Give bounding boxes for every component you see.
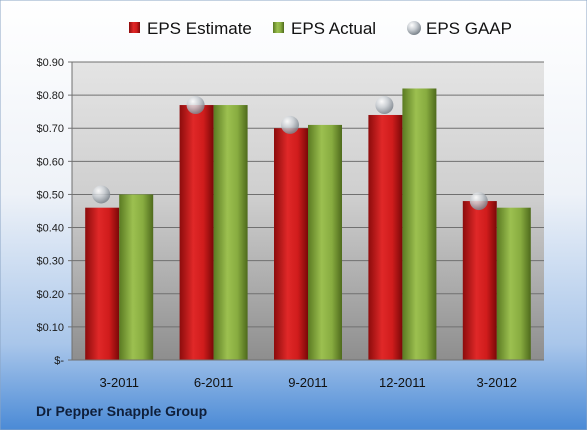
bars — [85, 88, 531, 361]
bar-eps-actual — [402, 88, 437, 360]
legend-swatch — [407, 21, 421, 35]
bar-eps-estimate — [368, 114, 403, 360]
y-tick-label: $0.90 — [36, 57, 64, 69]
y-tick-label: $0.80 — [36, 90, 64, 102]
bar-eps-actual — [119, 194, 154, 360]
marker-eps-gaap — [186, 96, 205, 115]
y-tick-label: $0.20 — [36, 289, 64, 301]
marker-eps-gaap — [375, 96, 394, 115]
legend-swatch — [129, 22, 140, 33]
y-tick-label: $0.40 — [36, 223, 64, 235]
bar-eps-actual — [308, 124, 342, 361]
legend-label: EPS Actual — [291, 19, 376, 38]
y-tick-label: $0.30 — [36, 256, 64, 268]
marker-eps-gaap — [92, 185, 111, 204]
marker-eps-gaap — [281, 115, 299, 134]
bar-eps-actual — [213, 105, 248, 361]
footer-title: Dr Pepper Snapple Group — [36, 403, 207, 419]
x-tick-label: 9-2011 — [288, 375, 328, 390]
legend-swatch — [273, 22, 284, 33]
x-tick-label: 6-2011 — [194, 375, 234, 390]
legend-label: EPS Estimate — [147, 19, 252, 38]
bar-eps-estimate — [85, 207, 120, 360]
y-tick-label: $0.70 — [36, 123, 64, 135]
legend-label: EPS GAAP — [426, 19, 512, 38]
x-axis: 3-2011 6-2011 9-2011 12-2011 3-2012 — [72, 359, 544, 390]
y-tick-label: $- — [54, 355, 64, 367]
gaap-markers — [92, 96, 488, 211]
x-tick-label: 3-2012 — [477, 375, 517, 390]
bar-eps-estimate — [274, 128, 308, 360]
legend: EPS Estimate EPS Actual EPS GAAP — [129, 19, 512, 38]
bar-eps-estimate — [462, 201, 497, 360]
y-tick-label: $0.50 — [36, 189, 64, 201]
y-tick-label: $0.10 — [36, 322, 64, 334]
y-axis: $0.90 $0.80 $0.70 $0.60 $0.50 $0.40 $0.30 $0.20… — [36, 57, 73, 367]
bar-eps-actual — [496, 207, 531, 360]
bar-eps-estimate — [179, 105, 214, 361]
marker-eps-gaap — [469, 192, 488, 211]
x-tick-label: 12-2011 — [379, 375, 426, 390]
y-tick-label: $0.60 — [36, 156, 64, 168]
x-tick-label: 3-2011 — [99, 375, 139, 390]
